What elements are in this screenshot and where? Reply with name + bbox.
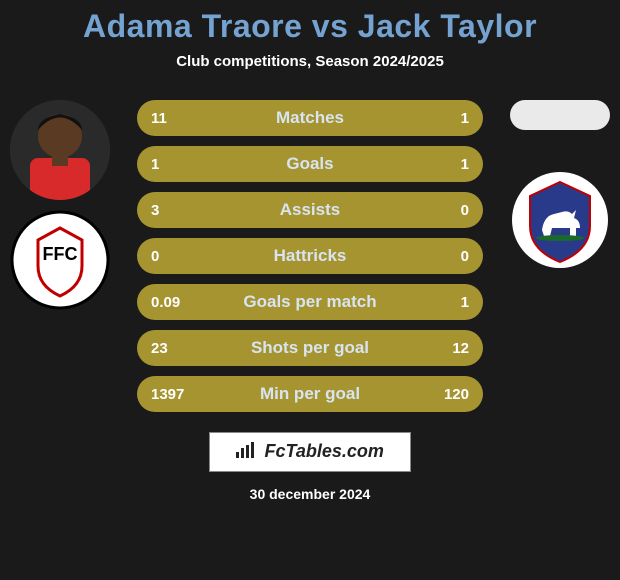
stat-label: Matches bbox=[211, 108, 409, 128]
stat-label: Min per goal bbox=[211, 384, 409, 404]
date-text: 30 december 2024 bbox=[0, 486, 620, 502]
player1-avatar bbox=[10, 100, 110, 200]
club1-badge: FFC bbox=[10, 210, 110, 310]
stat-value-right: 1 bbox=[409, 294, 469, 311]
player1-icon bbox=[10, 100, 110, 200]
club1-crest-icon: FFC bbox=[10, 210, 110, 310]
stat-value-right: 1 bbox=[409, 156, 469, 173]
svg-text:FFC: FFC bbox=[43, 244, 78, 264]
content: FFC 11 Matches 1 1 Goals 1 3 bbox=[0, 100, 620, 412]
stat-row: 3 Assists 0 bbox=[137, 192, 483, 228]
footer: FcTables.com 30 december 2024 bbox=[0, 432, 620, 502]
stat-value-right: 1 bbox=[409, 110, 469, 127]
page-title: Adama Traore vs Jack Taylor bbox=[0, 8, 620, 45]
stat-value-left: 1 bbox=[151, 156, 211, 173]
page-subtitle: Club competitions, Season 2024/2025 bbox=[0, 53, 620, 70]
avatars-right bbox=[510, 100, 610, 270]
stat-value-left: 0.09 bbox=[151, 294, 211, 311]
stat-label: Shots per goal bbox=[211, 338, 409, 358]
stat-row: 23 Shots per goal 12 bbox=[137, 330, 483, 366]
club2-crest-icon bbox=[510, 170, 610, 270]
stat-value-left: 11 bbox=[151, 110, 211, 127]
stat-value-right: 12 bbox=[409, 340, 469, 357]
brand-box: FcTables.com bbox=[209, 432, 411, 472]
stat-row: 1397 Min per goal 120 bbox=[137, 376, 483, 412]
brand-logo-icon bbox=[236, 442, 256, 463]
brand-text: FcTables.com bbox=[265, 441, 384, 461]
avatars-left: FFC bbox=[10, 100, 110, 310]
stat-row: 1 Goals 1 bbox=[137, 146, 483, 182]
stat-value-right: 120 bbox=[409, 386, 469, 403]
stat-label: Hattricks bbox=[211, 246, 409, 266]
stat-value-right: 0 bbox=[409, 248, 469, 265]
stat-value-left: 0 bbox=[151, 248, 211, 265]
stat-value-right: 0 bbox=[409, 202, 469, 219]
stat-label: Goals bbox=[211, 154, 409, 174]
stat-value-left: 1397 bbox=[151, 386, 211, 403]
stat-label: Assists bbox=[211, 200, 409, 220]
header: Adama Traore vs Jack Taylor Club competi… bbox=[0, 0, 620, 70]
stat-row: 0 Hattricks 0 bbox=[137, 238, 483, 274]
stats-list: 11 Matches 1 1 Goals 1 3 Assists 0 0 Hat… bbox=[137, 100, 483, 412]
stat-value-left: 3 bbox=[151, 202, 211, 219]
player2-avatar-blank bbox=[510, 100, 610, 130]
stat-value-left: 23 bbox=[151, 340, 211, 357]
stat-row: 0.09 Goals per match 1 bbox=[137, 284, 483, 320]
club2-badge bbox=[510, 170, 610, 270]
stat-label: Goals per match bbox=[211, 292, 409, 312]
stat-row: 11 Matches 1 bbox=[137, 100, 483, 136]
